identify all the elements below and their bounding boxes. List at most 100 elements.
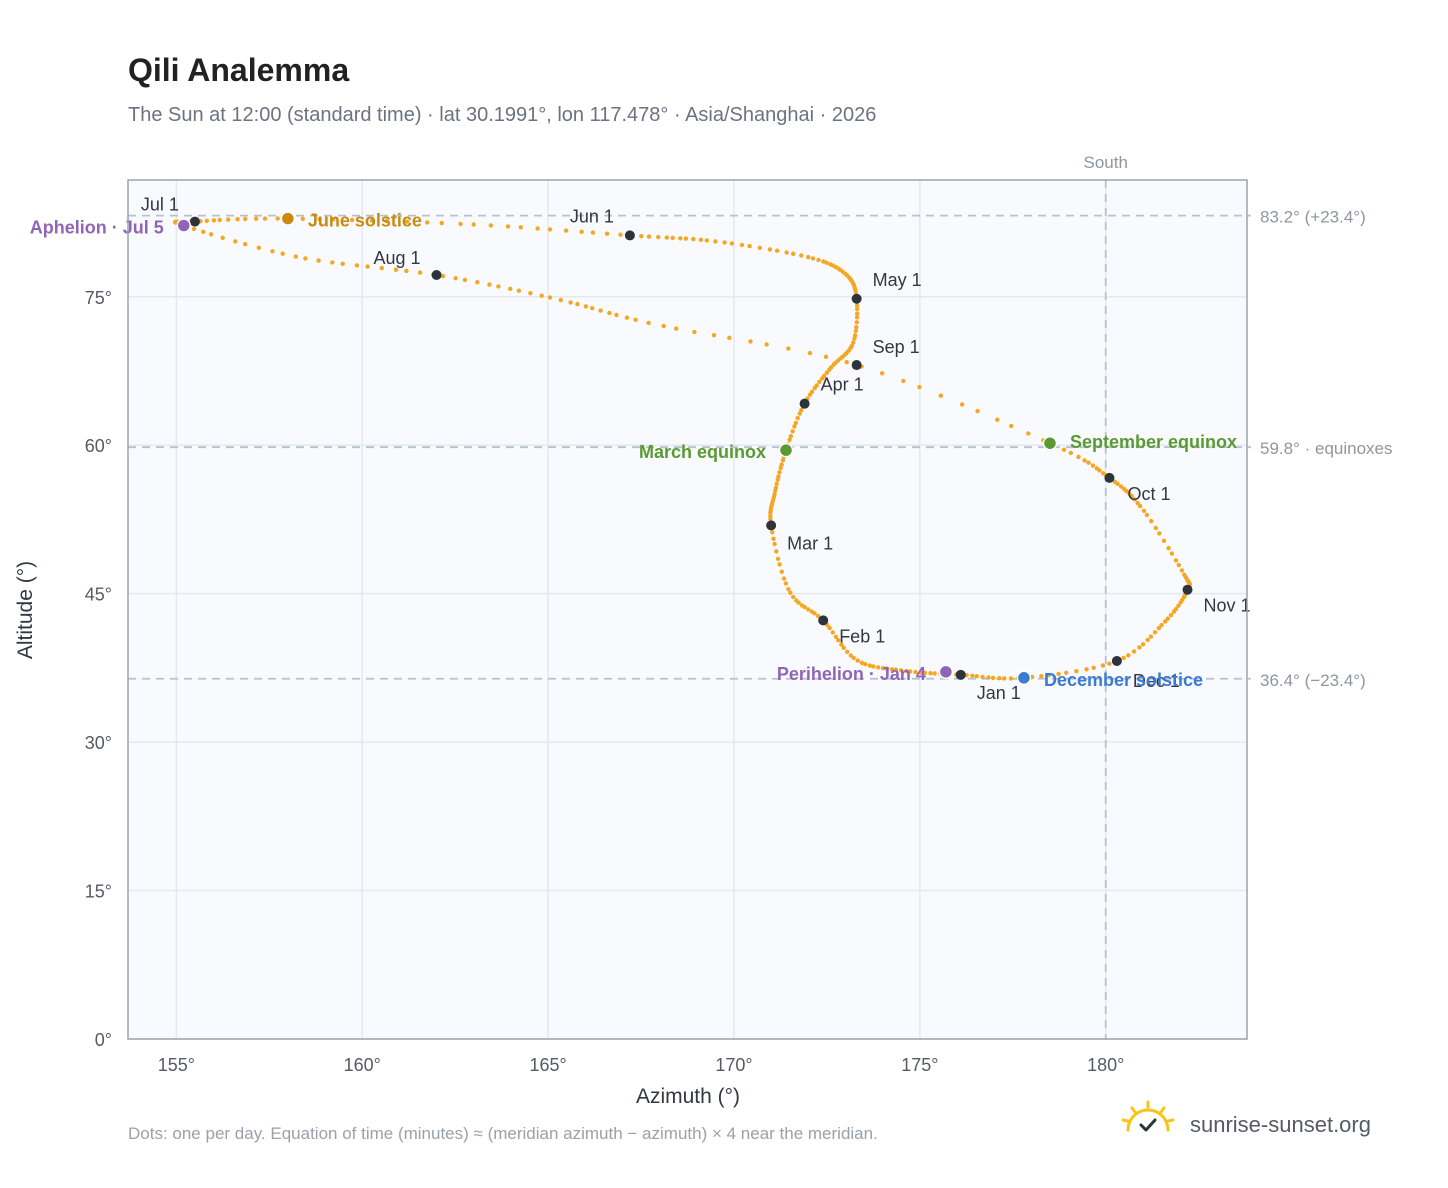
daily-dot xyxy=(568,300,573,305)
event-marker xyxy=(1042,435,1058,451)
reference-lines xyxy=(128,180,1251,1039)
daily-dot xyxy=(1064,670,1069,675)
daily-dot xyxy=(922,670,928,676)
daily-dot xyxy=(1002,676,1007,681)
month-marker xyxy=(1104,472,1115,483)
month-label: Nov 1 xyxy=(1204,596,1251,616)
daily-dot xyxy=(974,674,979,679)
footnote: Dots: one per day. Equation of time (min… xyxy=(128,1124,878,1143)
daily-dot xyxy=(1084,667,1089,672)
daily-dot xyxy=(201,229,206,234)
daily-dot xyxy=(316,258,321,263)
sun-logo-icon xyxy=(1121,1100,1175,1132)
month-marker xyxy=(431,270,442,281)
daily-dot xyxy=(793,420,798,426)
month-marker xyxy=(624,230,635,241)
daily-dot xyxy=(211,218,217,223)
daily-dot xyxy=(791,251,796,256)
daily-dot xyxy=(806,607,811,612)
y-tick-label: 0° xyxy=(95,1030,112,1050)
daily-dot xyxy=(788,434,793,439)
daily-dot xyxy=(1153,525,1159,531)
daily-dot xyxy=(727,335,732,340)
daily-dot xyxy=(1076,454,1081,460)
daily-dot xyxy=(797,411,802,416)
daily-dot xyxy=(824,370,830,375)
daily-dot xyxy=(204,218,209,223)
daily-dot xyxy=(778,465,783,471)
daily-dot xyxy=(1148,634,1154,639)
daily-dot xyxy=(711,333,717,338)
daily-dot xyxy=(349,217,355,223)
daily-dot xyxy=(997,676,1002,681)
daily-dot xyxy=(928,671,933,676)
daily-dot xyxy=(777,562,782,567)
daily-dot xyxy=(876,665,881,670)
daily-dot xyxy=(827,625,832,631)
daily-dot xyxy=(1046,673,1051,678)
event-marker xyxy=(176,218,192,233)
daily-dot xyxy=(579,229,584,234)
daily-dot xyxy=(879,371,885,376)
daily-dot xyxy=(1082,458,1087,463)
daily-dot xyxy=(191,226,197,232)
daily-dot xyxy=(646,320,651,326)
reference-line-label: 36.4° (−23.4°) xyxy=(1260,671,1366,690)
daily-dot xyxy=(243,242,248,247)
daily-dot xyxy=(889,667,895,672)
daily-dot xyxy=(539,293,544,298)
daily-dot xyxy=(783,581,789,586)
daily-dot xyxy=(575,301,580,307)
daily-dot xyxy=(747,243,752,249)
daily-dot xyxy=(1135,500,1140,506)
daily-dot xyxy=(986,675,991,680)
daily-dot xyxy=(425,220,430,225)
daily-dot xyxy=(354,263,360,268)
daily-dot xyxy=(1149,518,1154,524)
daily-dot xyxy=(786,346,791,351)
daily-dot xyxy=(1056,671,1061,677)
y-tick-label: 75° xyxy=(85,288,112,308)
daily-dot xyxy=(590,230,596,235)
daily-dot xyxy=(1068,450,1074,456)
daily-dot xyxy=(855,306,860,312)
chart-title: Qili Analemma xyxy=(128,52,350,88)
daily-dot xyxy=(639,234,644,239)
daily-dot xyxy=(980,674,985,680)
daily-dot xyxy=(462,277,468,283)
daily-dot xyxy=(330,217,336,222)
daily-dot xyxy=(683,236,689,241)
daily-dot xyxy=(656,234,661,240)
event-marker xyxy=(778,442,794,458)
daily-dot xyxy=(488,223,494,228)
daily-dot xyxy=(786,587,791,592)
daily-dot xyxy=(691,236,696,242)
month-label: Oct 1 xyxy=(1127,484,1170,504)
daily-dot xyxy=(854,303,860,308)
y-axis-title: Altitude (°) xyxy=(14,561,37,659)
daily-dot xyxy=(806,255,811,260)
daily-dot xyxy=(270,249,275,254)
daily-dot xyxy=(833,634,839,639)
daily-dot xyxy=(1126,653,1131,658)
y-tick-label: 60° xyxy=(85,436,112,456)
daily-dot xyxy=(995,417,1000,422)
daily-dot xyxy=(913,669,918,675)
daily-dot xyxy=(908,669,913,674)
daily-dot xyxy=(1169,551,1175,556)
daily-dot xyxy=(614,312,619,318)
daily-dot xyxy=(1121,655,1126,661)
daily-dot xyxy=(558,297,563,303)
daily-dot xyxy=(698,237,704,242)
daily-dot xyxy=(851,340,856,345)
daily-dot xyxy=(661,323,666,329)
daily-dot xyxy=(393,267,399,272)
month-marker xyxy=(799,398,810,409)
daily-dot xyxy=(664,235,669,240)
daily-dot xyxy=(772,541,777,547)
month-label: Jan 1 xyxy=(977,683,1021,703)
event-label: Perihelion · Jan 4 xyxy=(777,664,926,684)
daily-dot xyxy=(692,329,697,335)
month-label: Apr 1 xyxy=(821,375,864,395)
plot-frame xyxy=(127,179,1248,1040)
